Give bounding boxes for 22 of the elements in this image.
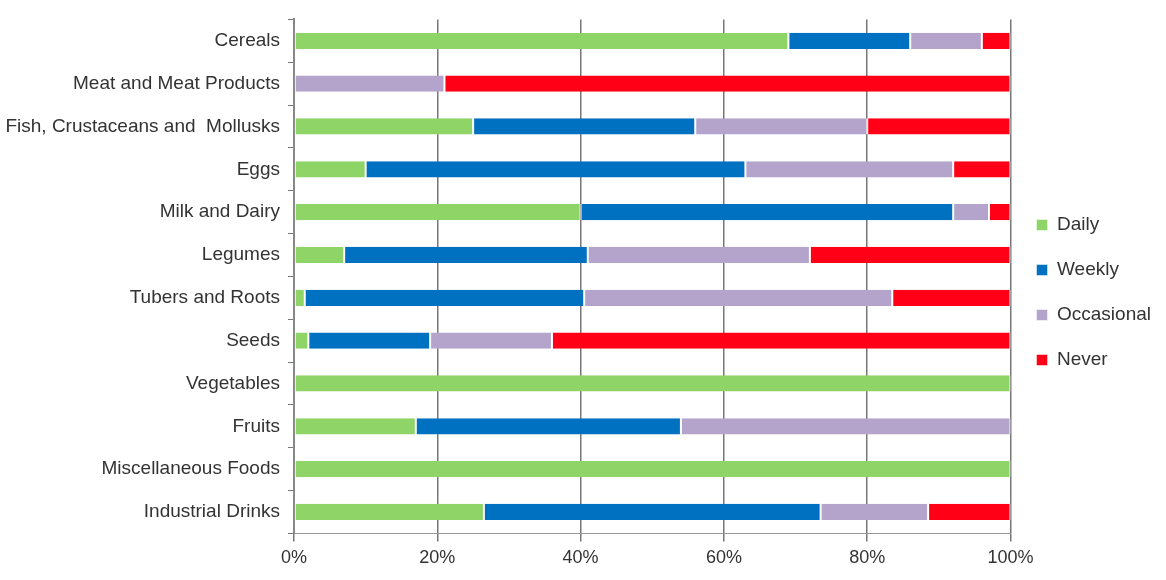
y-tick-label: Milk and Dairy [159, 200, 281, 222]
y-tick-label: Legumes [201, 243, 280, 265]
y-tick-label: Industrial Drinks [143, 500, 280, 522]
y-tick-label: Tubers and Roots [129, 286, 280, 308]
x-tick-label: 0% [280, 547, 308, 568]
y-tick-label: Eggs [236, 157, 280, 179]
y-tick-label: Fruits [232, 414, 280, 436]
x-tick-label: 40% [562, 547, 599, 568]
y-tick-label: Meat and Meat Products [73, 71, 280, 93]
x-tick-label: 20% [419, 547, 456, 568]
legend-label: Never [1057, 348, 1109, 370]
x-tick-label: 100% [987, 547, 1034, 568]
y-tick-label: Seeds [226, 328, 280, 350]
y-tick-label: Cereals [214, 29, 280, 51]
y-tick-label: Vegetables [185, 371, 280, 393]
x-tick-label: 60% [705, 547, 742, 568]
x-tick-label: 80% [849, 547, 886, 568]
y-tick-label: Miscellaneous Foods [101, 457, 280, 479]
legend-label: Occasional [1057, 303, 1152, 325]
y-tick-label: Fish, Crustaceans and Mollusks [5, 114, 280, 136]
legend-label: Daily [1057, 213, 1100, 235]
legend-label: Weekly [1057, 258, 1120, 280]
